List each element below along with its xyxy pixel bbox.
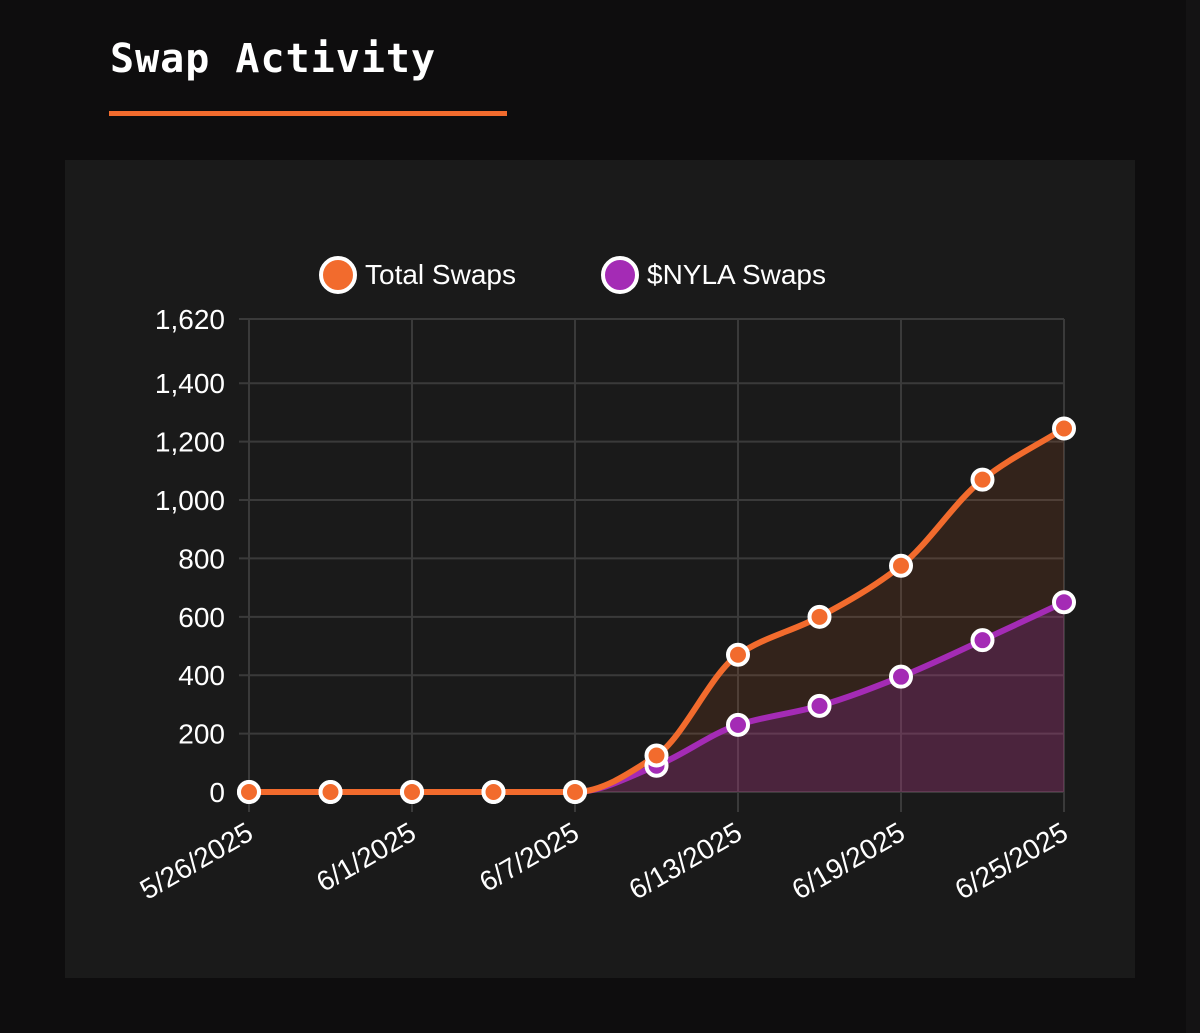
data-point-total-swaps[interactable] [400,780,424,804]
page-right-edge [1186,0,1200,1033]
legend-item-total-swaps[interactable]: Total Swaps [319,252,516,298]
data-point-total-swaps[interactable] [889,553,913,578]
series-area-nyla-swaps [249,602,1064,792]
title-underline [109,111,507,116]
x-tick-label: 6/7/2025 [474,816,584,897]
section-title: Swap Activity [110,36,437,82]
point-layer [237,416,1076,804]
x-tick-label: 6/1/2025 [311,816,421,897]
data-point-nyla-swaps[interactable] [889,664,913,689]
data-point-total-swaps[interactable] [970,467,995,492]
y-tick-label: 400 [178,660,225,691]
legend-label-total-swaps: Total Swaps [365,259,516,290]
data-point-total-swaps[interactable] [1052,416,1076,441]
data-point-nyla-swaps[interactable] [1052,590,1076,615]
legend-swatch-nyla-swaps [601,256,639,294]
data-point-total-swaps[interactable] [563,780,587,804]
x-tick-label: 6/19/2025 [787,816,910,905]
data-point-total-swaps[interactable] [318,780,343,804]
data-point-total-swaps[interactable] [237,780,261,804]
data-point-nyla-swaps[interactable] [970,628,995,653]
legend-swatch-total-swaps [319,256,357,294]
line-chart: 0 200 400 600 800 1,000 1,200 1,400 1,620 5/26/2… [135,304,1076,905]
data-point-nyla-swaps[interactable] [807,693,832,718]
y-tick-label: 1,400 [155,368,225,399]
y-tick-label: 1,000 [155,485,225,516]
y-tick-label: 1,200 [155,427,225,458]
legend-label-nyla-swaps: $NYLA Swaps [647,259,826,290]
x-axis: 5/26/2025 6/1/2025 6/7/2025 6/13/2025 6/19/2… [135,816,1073,905]
y-tick-label: 1,620 [155,304,225,335]
x-tick-label: 6/25/2025 [950,816,1073,905]
data-point-total-swaps[interactable] [807,604,832,629]
y-tick-label: 200 [178,719,225,750]
x-tick-label: 6/13/2025 [624,816,747,905]
series-area-total-swaps [249,428,1064,792]
data-point-nyla-swaps[interactable] [726,712,750,737]
area-layer [249,428,1064,792]
chart-card: 0 200 400 600 800 1,000 1,200 1,400 1,620 5/26/2… [65,160,1135,978]
y-tick-label: 800 [178,543,225,574]
legend-item-nyla-swaps[interactable]: $NYLA Swaps [601,252,826,298]
y-axis: 0 200 400 600 800 1,000 1,200 1,400 1,620 [155,304,225,808]
data-point-total-swaps[interactable] [726,642,750,667]
x-tick-label: 5/26/2025 [135,816,258,905]
data-point-total-swaps[interactable] [644,743,669,768]
y-tick-label: 0 [209,777,225,808]
y-tick-label: 600 [178,602,225,633]
data-point-total-swaps[interactable] [481,780,506,804]
